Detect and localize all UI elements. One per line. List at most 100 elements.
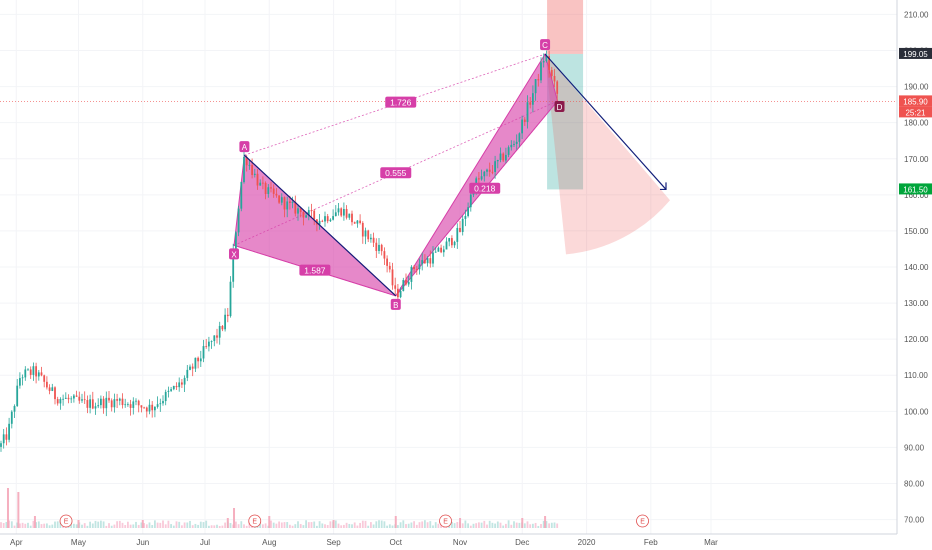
candle-body	[418, 264, 421, 270]
time-tick-label: Jun	[136, 538, 149, 547]
time-axis[interactable]: Apr May Jun Jul Aug Sep Oct Nov Dec 2020 Feb Mar	[0, 533, 897, 547]
candle-body	[140, 405, 143, 408]
volume-bar	[491, 522, 494, 528]
volume-bar	[159, 522, 162, 528]
price-axis-badge[interactable]	[899, 183, 932, 195]
earnings-event-marker[interactable]	[439, 514, 452, 528]
volume-bar	[321, 523, 324, 528]
ratio-badge[interactable]	[299, 264, 331, 276]
pattern-point-badge[interactable]	[239, 141, 250, 153]
candle-body	[75, 395, 78, 397]
candle-body	[251, 164, 253, 175]
volume-bar	[556, 523, 559, 528]
candle-body	[386, 258, 388, 266]
volume-bar	[299, 524, 302, 528]
volume-bar	[413, 521, 415, 528]
candle-body	[488, 169, 491, 172]
candle-body	[324, 216, 326, 222]
price-axis-badge[interactable]	[899, 47, 932, 59]
volume-bar	[35, 522, 37, 528]
volume-bar	[70, 524, 73, 528]
volume-bar	[105, 525, 108, 528]
volume-bar	[488, 520, 491, 528]
volume-bar	[451, 521, 453, 528]
candle-body	[213, 335, 216, 342]
price-axis[interactable]: 210.00200.00190.00180.00170.00160.00150.…	[896, 0, 932, 550]
candle-body	[505, 154, 507, 161]
price-axis-badge[interactable]	[899, 95, 932, 107]
candle-body	[148, 404, 151, 412]
ratio-badge[interactable]	[380, 167, 412, 179]
time-tick-label: Sep	[326, 538, 341, 547]
price-axis-background	[897, 0, 932, 550]
volume-bar	[480, 522, 483, 528]
earnings-event-marker[interactable]	[59, 514, 73, 528]
candle-body	[502, 153, 505, 161]
volume-bar	[483, 520, 486, 528]
candle-body	[537, 79, 540, 81]
earnings-event-marker[interactable]	[248, 514, 262, 528]
candle-body	[380, 244, 383, 252]
volume-bar	[208, 525, 210, 528]
pattern-point-badge[interactable]	[554, 101, 565, 113]
volume-bar	[27, 522, 29, 528]
volume-bar	[464, 520, 467, 528]
volume-bar	[372, 524, 375, 528]
volume-bar	[127, 521, 129, 528]
volume-bar	[337, 523, 340, 528]
volume-bars	[0, 488, 559, 528]
volume-bar	[10, 521, 13, 528]
price-axis-badge-label: 199.05	[903, 50, 928, 59]
candle-body	[291, 201, 294, 203]
pattern-triangle-bcd[interactable]	[395, 52, 559, 297]
volume-bar	[102, 521, 105, 528]
pattern-point-badge[interactable]	[540, 39, 551, 51]
candle-body	[172, 385, 175, 390]
candle-body	[102, 398, 105, 409]
volume-bar	[243, 524, 245, 528]
ratio-badge[interactable]	[385, 96, 417, 108]
candle-body	[405, 280, 407, 285]
candle-body	[167, 390, 170, 392]
candle-body	[434, 251, 437, 253]
candle-body	[40, 372, 43, 376]
candle-body	[483, 171, 486, 177]
volume-bar	[340, 525, 343, 528]
pattern-overlay[interactable]: X A B C D 1.587 0.555 1.726 0.218	[0, 39, 897, 310]
volume-bar	[29, 525, 32, 528]
projection-line[interactable]	[544, 53, 667, 190]
price-tick-label: 180.00	[904, 119, 929, 128]
pattern-point-badge[interactable]	[229, 248, 240, 260]
candle-body	[121, 398, 124, 406]
price-axis-badge[interactable]	[899, 106, 932, 118]
candle-body	[289, 201, 291, 203]
earnings-event-marker[interactable]	[636, 514, 649, 528]
candle-body	[124, 404, 127, 406]
volume-bar	[221, 525, 224, 528]
pattern-point-badge[interactable]	[390, 298, 401, 310]
candle-body	[456, 227, 459, 242]
volume-bar	[213, 525, 216, 528]
volume-bar	[183, 522, 186, 528]
volume-spike-bar	[394, 516, 397, 528]
candle-body	[421, 260, 424, 265]
pattern-point-label: D	[557, 103, 563, 112]
candlestick-series	[0, 50, 559, 452]
time-tick-label: May	[71, 538, 86, 547]
volume-bar	[370, 522, 372, 528]
ratio-badge[interactable]	[469, 182, 501, 194]
candle-body	[375, 242, 378, 251]
volume-bar	[351, 524, 353, 528]
candle-body	[515, 141, 518, 144]
candle-body	[5, 434, 8, 440]
volume-bar	[383, 521, 386, 528]
volume-bar	[21, 522, 24, 528]
volume-bar	[97, 521, 100, 528]
trend-line-ab[interactable]	[243, 154, 397, 297]
volume-bar	[426, 522, 429, 528]
candle-body	[46, 381, 48, 388]
candle-body	[0, 443, 2, 447]
candle-body	[221, 325, 224, 330]
